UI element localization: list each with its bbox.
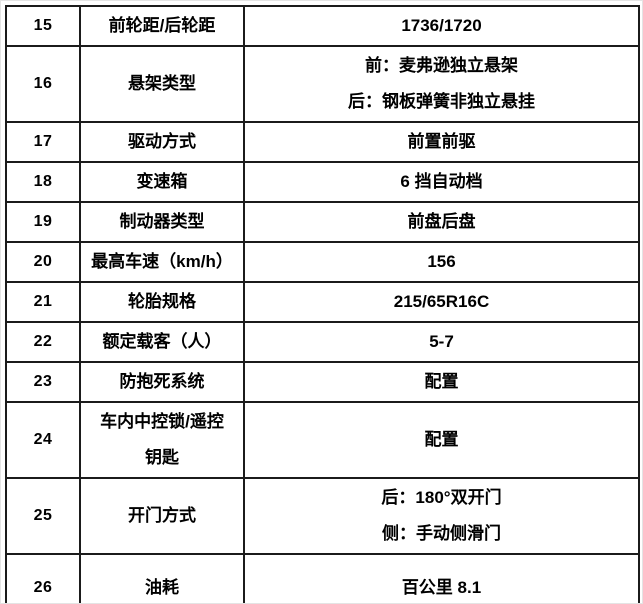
table-row: 21 轮胎规格 215/65R16C	[5, 281, 640, 323]
table-row: 17 驱动方式 前置前驱	[5, 121, 640, 163]
table-row: 15 前轮距/后轮距 1736/1720	[5, 5, 640, 47]
value-line: 前：麦弗逊独立悬架	[365, 56, 518, 75]
row-number-cell: 23	[5, 361, 81, 403]
table-row: 18 变速箱 6 挡自动档	[5, 161, 640, 203]
value-line: 前置前驱	[407, 132, 476, 151]
value-line: 侧：手动侧滑门	[382, 524, 501, 543]
spec-value-cell: 前盘后盘	[243, 201, 640, 243]
spec-value-cell: 配置	[243, 401, 640, 479]
value-line: 后：钢板弹簧非独立悬挂	[348, 92, 535, 111]
row-number-cell: 22	[5, 321, 81, 363]
row-number-cell: 17	[5, 121, 81, 163]
value-line: 配置	[424, 430, 459, 449]
row-number-cell: 20	[5, 241, 81, 283]
spec-name-cell: 驱动方式	[79, 121, 245, 163]
value-line: 5-7	[429, 332, 454, 351]
spec-value-cell: 1736/1720	[243, 5, 640, 47]
spec-name-cell: 悬架类型	[79, 45, 245, 123]
row-number-cell: 19	[5, 201, 81, 243]
table-row: 23 防抱死系统 配置	[5, 361, 640, 403]
row-number-cell: 16	[5, 45, 81, 123]
spec-value-cell: 前：麦弗逊独立悬架 后：钢板弹簧非独立悬挂	[243, 45, 640, 123]
spec-value-cell: 配置	[243, 361, 640, 403]
value-line: 配置	[424, 372, 459, 391]
row-number-cell: 21	[5, 281, 81, 323]
label-line: 钥匙	[145, 448, 179, 467]
value-line: 1736/1720	[401, 16, 482, 35]
spec-table-body: 15 前轮距/后轮距 1736/1720 16 悬架类型 前：麦弗逊独立悬架 后：钢板弹簧非…	[5, 5, 640, 603]
table-row: 20 最高车速（km/h） 156	[5, 241, 640, 283]
spec-value-cell: 5-7	[243, 321, 640, 363]
value-line: 156	[427, 252, 456, 271]
table-row: 22 额定载客（人） 5-7	[5, 321, 640, 363]
spec-value-cell: 215/65R16C	[243, 281, 640, 323]
value-line: 215/65R16C	[393, 292, 490, 311]
spec-name-cell: 开门方式	[79, 477, 245, 555]
spec-table: 15 前轮距/后轮距 1736/1720 16 悬架类型 前：麦弗逊独立悬架 后：钢板弹簧非…	[5, 5, 640, 603]
row-number-cell: 15	[5, 5, 81, 47]
value-line: 前盘后盘	[407, 212, 476, 231]
value-line: 后：180°双开门	[381, 488, 502, 507]
spec-value-cell: 156	[243, 241, 640, 283]
spec-name-cell: 轮胎规格	[79, 281, 245, 323]
spec-value-cell: 前置前驱	[243, 121, 640, 163]
spec-name-cell: 额定载客（人）	[79, 321, 245, 363]
spec-name-cell: 前轮距/后轮距	[79, 5, 245, 47]
table-row: 19 制动器类型 前盘后盘	[5, 201, 640, 243]
row-number-cell: 18	[5, 161, 81, 203]
table-row: 25 开门方式 后：180°双开门 侧：手动侧滑门	[5, 477, 640, 555]
table-row: 26 油耗百公里 8.1	[5, 553, 640, 603]
spec-name-cell: 油耗	[79, 553, 245, 603]
spec-name-cell: 车内中控锁/遥控 钥匙	[79, 401, 245, 479]
spec-value-cell: 6 挡自动档	[243, 161, 640, 203]
label-line: 车内中控锁/遥控	[100, 412, 224, 431]
row-number-cell: 25	[5, 477, 81, 555]
value-line: 百公里 8.1	[401, 578, 482, 597]
table-row: 24 车内中控锁/遥控 钥匙 配置	[5, 401, 640, 479]
spec-name-cell: 防抱死系统	[79, 361, 245, 403]
spec-value-cell: 后：180°双开门 侧：手动侧滑门	[243, 477, 640, 555]
value-line: 6 挡自动档	[400, 172, 483, 191]
spec-value-cell: 百公里 8.1	[243, 553, 640, 603]
row-number-cell: 26	[5, 553, 81, 603]
spec-name-cell: 最高车速（km/h）	[79, 241, 245, 283]
table-row: 16 悬架类型 前：麦弗逊独立悬架 后：钢板弹簧非独立悬挂	[5, 45, 640, 123]
row-number-cell: 24	[5, 401, 81, 479]
spec-name-cell: 变速箱	[79, 161, 245, 203]
spec-name-cell: 制动器类型	[79, 201, 245, 243]
